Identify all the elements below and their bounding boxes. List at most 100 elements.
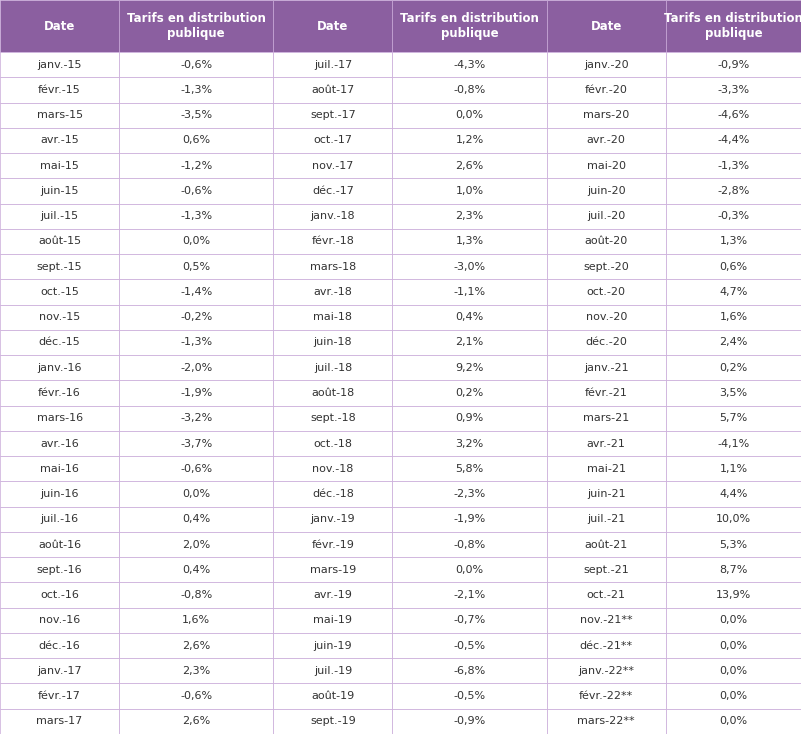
Bar — [666, 431, 801, 456]
Bar — [273, 305, 392, 330]
Bar — [0, 431, 119, 456]
Bar — [273, 52, 392, 77]
Text: -4,1%: -4,1% — [717, 438, 750, 448]
Text: déc.-17: déc.-17 — [312, 186, 354, 196]
Text: mai-20: mai-20 — [587, 161, 626, 171]
Text: -2,1%: -2,1% — [453, 590, 485, 600]
Bar — [546, 431, 666, 456]
Text: 13,9%: 13,9% — [716, 590, 751, 600]
Text: -0,6%: -0,6% — [180, 186, 212, 196]
Bar — [273, 506, 392, 532]
Bar — [119, 355, 273, 380]
Text: févr.-15: févr.-15 — [38, 85, 81, 95]
Bar — [392, 608, 546, 633]
Text: déc.-15: déc.-15 — [38, 338, 80, 347]
Bar — [546, 0, 666, 52]
Bar — [546, 456, 666, 482]
Bar — [392, 482, 546, 506]
Text: mai-15: mai-15 — [40, 161, 79, 171]
Bar — [546, 380, 666, 406]
Text: déc.-18: déc.-18 — [312, 489, 354, 499]
Bar — [546, 128, 666, 153]
Bar — [273, 608, 392, 633]
Text: août-17: août-17 — [312, 85, 355, 95]
Bar — [273, 280, 392, 305]
Text: févr.-22**: févr.-22** — [579, 691, 634, 701]
Bar — [273, 330, 392, 355]
Bar — [392, 0, 546, 52]
Text: sept.-20: sept.-20 — [583, 262, 629, 272]
Bar — [0, 608, 119, 633]
Text: -1,9%: -1,9% — [453, 515, 485, 524]
Bar — [392, 557, 546, 583]
Bar — [666, 532, 801, 557]
Text: -0,3%: -0,3% — [718, 211, 750, 221]
Bar — [0, 128, 119, 153]
Bar — [546, 608, 666, 633]
Text: -1,2%: -1,2% — [180, 161, 212, 171]
Text: juil.-19: juil.-19 — [314, 666, 352, 676]
Bar — [666, 128, 801, 153]
Bar — [0, 633, 119, 658]
Text: -0,7%: -0,7% — [453, 615, 485, 625]
Text: 4,7%: 4,7% — [719, 287, 747, 297]
Bar — [273, 532, 392, 557]
Bar — [273, 229, 392, 254]
Bar — [392, 506, 546, 532]
Text: Date: Date — [317, 20, 348, 32]
Text: juin-21: juin-21 — [587, 489, 626, 499]
Text: 4,4%: 4,4% — [719, 489, 747, 499]
Bar — [666, 709, 801, 734]
Bar — [666, 683, 801, 709]
Bar — [119, 103, 273, 128]
Bar — [119, 456, 273, 482]
Text: 0,0%: 0,0% — [182, 236, 211, 247]
Text: 2,6%: 2,6% — [182, 641, 211, 650]
Bar — [119, 77, 273, 103]
Text: juin-15: juin-15 — [40, 186, 78, 196]
Bar — [666, 380, 801, 406]
Bar — [392, 52, 546, 77]
Text: -2,3%: -2,3% — [453, 489, 485, 499]
Text: 1,2%: 1,2% — [456, 135, 484, 145]
Bar — [0, 103, 119, 128]
Text: 0,4%: 0,4% — [182, 515, 211, 524]
Text: -3,7%: -3,7% — [180, 438, 212, 448]
Bar — [119, 709, 273, 734]
Text: mars-22**: mars-22** — [578, 716, 635, 727]
Bar — [273, 557, 392, 583]
Bar — [273, 683, 392, 709]
Bar — [0, 153, 119, 178]
Bar — [273, 153, 392, 178]
Text: oct.-15: oct.-15 — [40, 287, 79, 297]
Bar — [666, 406, 801, 431]
Text: -0,9%: -0,9% — [453, 716, 485, 727]
Bar — [119, 532, 273, 557]
Text: 3,2%: 3,2% — [456, 438, 484, 448]
Text: -1,3%: -1,3% — [180, 85, 212, 95]
Bar — [119, 406, 273, 431]
Bar — [666, 280, 801, 305]
Text: 0,5%: 0,5% — [182, 262, 211, 272]
Bar — [666, 482, 801, 506]
Text: oct.-17: oct.-17 — [313, 135, 352, 145]
Text: -3,2%: -3,2% — [180, 413, 212, 424]
Text: Date: Date — [44, 20, 75, 32]
Bar — [546, 658, 666, 683]
Bar — [546, 633, 666, 658]
Bar — [666, 355, 801, 380]
Bar — [273, 633, 392, 658]
Bar — [273, 583, 392, 608]
Bar — [119, 608, 273, 633]
Text: -1,3%: -1,3% — [718, 161, 750, 171]
Bar — [666, 229, 801, 254]
Bar — [119, 431, 273, 456]
Text: avr.-18: avr.-18 — [313, 287, 352, 297]
Text: mars-21: mars-21 — [583, 413, 630, 424]
Text: août-19: août-19 — [312, 691, 355, 701]
Text: févr.-16: févr.-16 — [38, 388, 81, 398]
Text: 0,4%: 0,4% — [182, 565, 211, 575]
Text: déc.-21**: déc.-21** — [580, 641, 633, 650]
Text: 2,0%: 2,0% — [182, 539, 211, 550]
Bar — [546, 709, 666, 734]
